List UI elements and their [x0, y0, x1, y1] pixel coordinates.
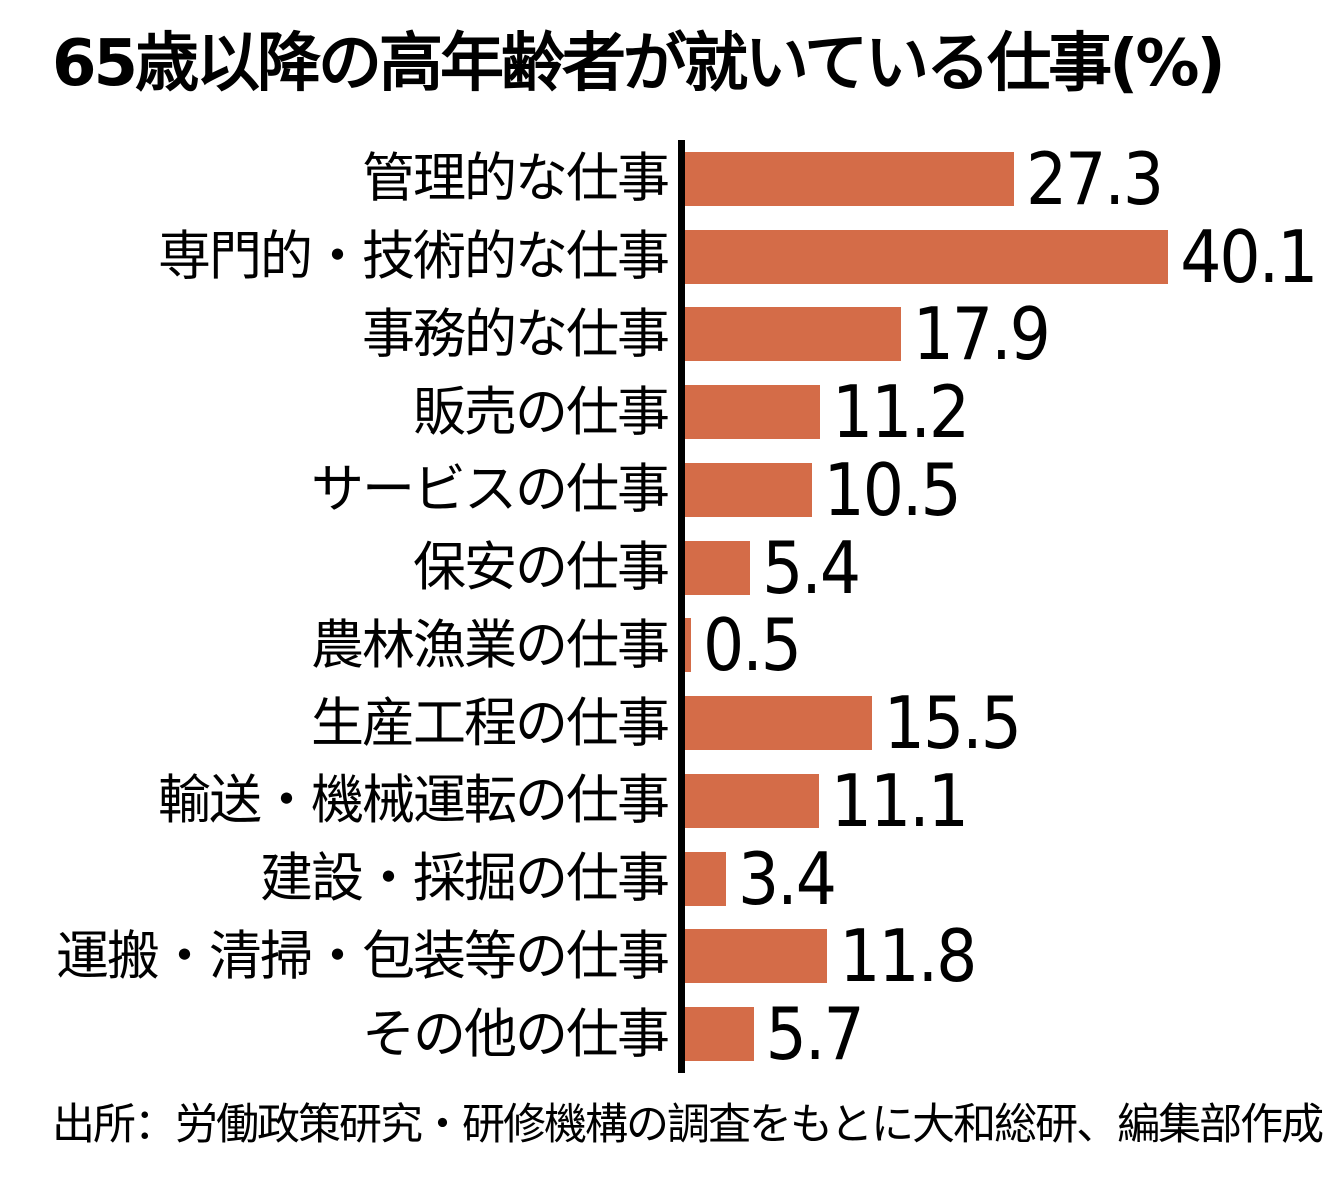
category-label: 専門的・技術的な仕事 [158, 226, 670, 288]
category-label: 建設・採掘の仕事 [260, 848, 670, 910]
value-label: 3.4 [737, 836, 837, 921]
bar-wrap: 3.4 [685, 840, 1340, 918]
bar-wrap: 17.9 [685, 296, 1340, 374]
value-label: 27.3 [1025, 136, 1164, 221]
bar [685, 1007, 754, 1062]
bar-rows: 管理的な仕事 27.3 専門的・技術的な仕事 40.1 事務的な仕事 17.9 販売の仕事 1… [0, 140, 1340, 1073]
bar-wrap: 5.4 [685, 529, 1340, 607]
value-label: 5.7 [765, 992, 865, 1077]
bar-chart: 管理的な仕事 27.3 専門的・技術的な仕事 40.1 事務的な仕事 17.9 販売の仕事 1… [0, 140, 1340, 1073]
value-label: 11.2 [831, 370, 970, 455]
bar [685, 773, 819, 828]
value-label: 0.5 [703, 603, 802, 688]
value-label: 11.1 [830, 758, 969, 843]
chart-row: 販売の仕事 11.2 [0, 373, 1340, 451]
chart-row: 輸送・機械運転の仕事 11.1 [0, 762, 1340, 840]
category-label: 販売の仕事 [413, 381, 670, 443]
value-label: 40.1 [1180, 214, 1318, 299]
y-axis-line [678, 140, 685, 1073]
chart-row: 建設・採掘の仕事 3.4 [0, 840, 1340, 918]
value-label: 11.8 [839, 914, 977, 999]
value-label: 5.4 [762, 525, 861, 610]
chart-row: サービスの仕事 10.5 [0, 451, 1340, 529]
bar [685, 229, 1169, 284]
chart-row: 専門的・技術的な仕事 40.1 [0, 218, 1340, 296]
chart-row: 事務的な仕事 17.9 [0, 296, 1340, 374]
category-label: サービスの仕事 [311, 459, 670, 521]
bar [685, 151, 1014, 206]
bar [685, 696, 872, 751]
category-label: 農林漁業の仕事 [311, 614, 670, 676]
bar-wrap: 11.8 [685, 918, 1340, 996]
chart-row: 管理的な仕事 27.3 [0, 140, 1340, 218]
bar-wrap: 5.7 [685, 995, 1340, 1073]
value-label: 15.5 [883, 681, 1022, 766]
chart-row: その他の仕事 5.7 [0, 995, 1340, 1073]
bar-wrap: 40.1 [685, 218, 1340, 296]
category-label: 生産工程の仕事 [311, 692, 670, 754]
bar [685, 851, 726, 906]
chart-row: 農林漁業の仕事 0.5 [0, 607, 1340, 685]
category-label: 保安の仕事 [413, 537, 670, 599]
value-label: 10.5 [823, 447, 962, 532]
category-label: 事務的な仕事 [362, 303, 670, 365]
source-note: 出所：労働政策研究・研修機構の調査をもとに大和総研、編集部作成 [52, 1100, 1324, 1150]
bar [685, 307, 901, 362]
bar-wrap: 11.2 [685, 373, 1340, 451]
bar [685, 929, 828, 984]
bar [685, 618, 692, 673]
category-label: 運搬・清掃・包装等の仕事 [56, 925, 670, 987]
chart-row: 生産工程の仕事 15.5 [0, 684, 1340, 762]
category-label: 輸送・機械運転の仕事 [158, 770, 670, 832]
bar-wrap: 11.1 [685, 762, 1340, 840]
bar [685, 462, 812, 517]
bar-wrap: 27.3 [685, 140, 1340, 218]
category-label: その他の仕事 [362, 1003, 670, 1065]
chart-title: 65歳以降の高年齢者が就いている仕事(%) [52, 27, 1226, 101]
chart-row: 運搬・清掃・包装等の仕事 11.8 [0, 918, 1340, 996]
chart-row: 保安の仕事 5.4 [0, 529, 1340, 607]
category-label: 管理的な仕事 [362, 148, 670, 210]
bar [685, 385, 820, 440]
bar-wrap: 10.5 [685, 451, 1340, 529]
bar-wrap: 15.5 [685, 684, 1340, 762]
bar-wrap: 0.5 [685, 607, 1340, 685]
bar [685, 540, 751, 595]
value-label: 17.9 [912, 292, 1051, 377]
